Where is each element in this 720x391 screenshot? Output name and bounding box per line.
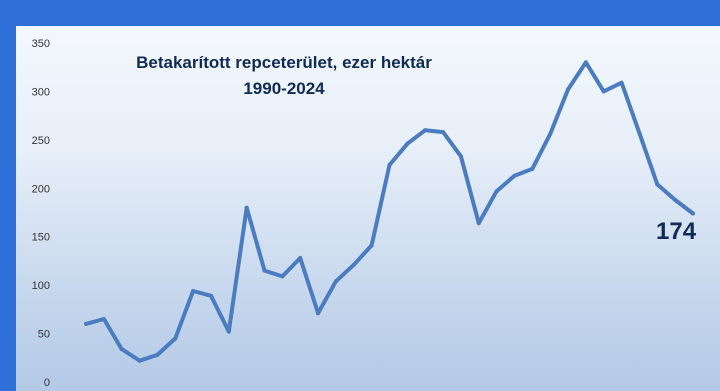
data-point (173, 336, 178, 341)
data-point (619, 80, 624, 85)
chart-title: Betakarított repceterület, ezer hektár 1… (84, 50, 484, 102)
data-point (583, 60, 588, 65)
series-line (84, 60, 695, 363)
data-point (369, 243, 374, 248)
y-tick-label: 200 (32, 183, 50, 195)
data-point (566, 87, 570, 92)
data-point (691, 211, 695, 216)
y-tick-label: 350 (32, 38, 50, 50)
data-point (405, 141, 410, 146)
data-point (191, 289, 196, 293)
data-point (548, 132, 553, 136)
data-point (423, 128, 428, 133)
y-tick-label: 0 (44, 377, 50, 389)
chart-subtitle: 1990-2024 (243, 79, 325, 98)
data-point (84, 321, 88, 326)
data-point (673, 197, 678, 202)
data-point (530, 166, 535, 171)
series-group (84, 60, 695, 363)
data-point (119, 347, 124, 352)
data-point (441, 130, 446, 135)
y-tick-label: 300 (32, 86, 50, 98)
data-point (476, 221, 481, 226)
data-point (209, 293, 213, 298)
data-point (280, 274, 285, 279)
data-point (137, 358, 142, 363)
data-point (226, 329, 231, 334)
data-point (244, 205, 249, 210)
data-point (101, 317, 106, 321)
data-point (316, 311, 321, 316)
y-tick-label: 100 (32, 280, 50, 292)
data-point (655, 182, 660, 187)
y-tick-label: 150 (32, 232, 50, 244)
y-tick-label: 50 (38, 329, 50, 341)
data-point (637, 131, 642, 136)
data-point (333, 279, 338, 284)
data-point (155, 352, 160, 357)
data-point (262, 268, 267, 273)
data-point (494, 189, 499, 194)
chart-title-line: Betakarított repceterület, ezer hektár (136, 53, 432, 72)
data-point (298, 256, 303, 260)
data-point (458, 154, 463, 159)
data-point (387, 163, 392, 167)
y-axis: 350 300 250 200 150 100 50 0 (32, 38, 50, 389)
data-point (601, 89, 606, 94)
data-point (512, 173, 517, 178)
y-tick-label: 250 (32, 135, 50, 147)
data-point (351, 262, 356, 267)
top-band (0, 0, 720, 26)
last-value-label: 174 (656, 218, 697, 245)
